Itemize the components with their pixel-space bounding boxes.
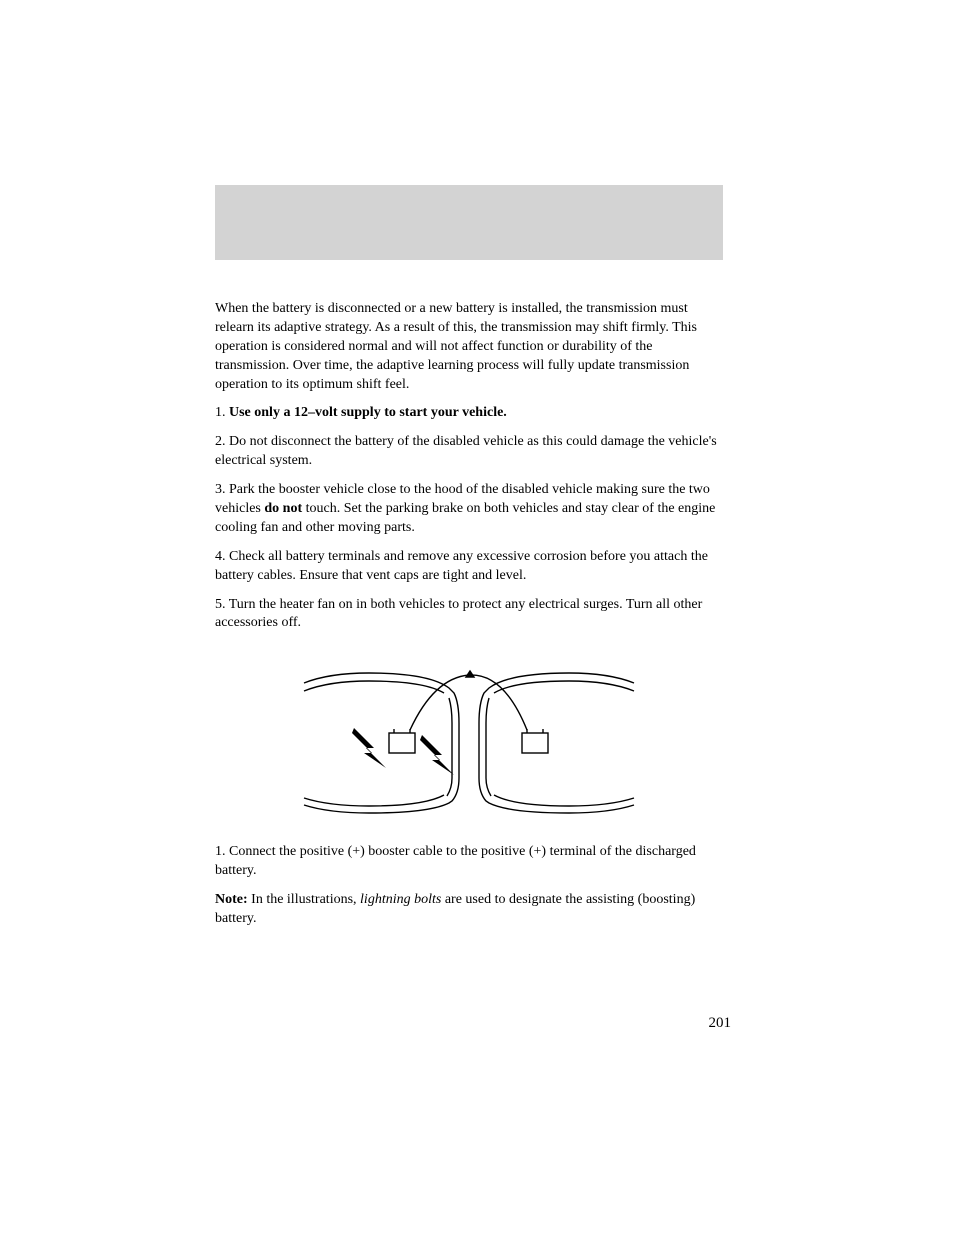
note-italic: lightning bolts (360, 892, 441, 907)
intro-paragraph: When the battery is disconnected or a ne… (215, 300, 723, 394)
step-a5: 5. Turn the heater fan on in both vehicl… (215, 596, 723, 634)
step-a2: 2. Do not disconnect the battery of the … (215, 433, 723, 471)
page-content: When the battery is disconnected or a ne… (215, 185, 723, 939)
step-a1: 1. Use only a 12–volt supply to start yo… (215, 404, 723, 423)
step-a4: 4. Check all battery terminals and remov… (215, 548, 723, 586)
note-paragraph: Note: In the illustrations, lightning bo… (215, 891, 723, 929)
step-b1: 1. Connect the positive (+) booster cabl… (215, 843, 723, 881)
note-before: In the illustrations, (248, 892, 360, 907)
page-number: 201 (709, 1015, 732, 1032)
jumper-cable-diagram (294, 663, 644, 818)
diagram-container (215, 663, 723, 818)
step-a3: 3. Park the booster vehicle close to the… (215, 481, 723, 538)
step-a1-prefix: 1. (215, 405, 229, 420)
step-a3-bold: do not (264, 501, 302, 516)
header-banner (215, 185, 723, 260)
note-label: Note: (215, 892, 248, 907)
step-a1-bold: Use only a 12–volt supply to start your … (229, 405, 507, 420)
